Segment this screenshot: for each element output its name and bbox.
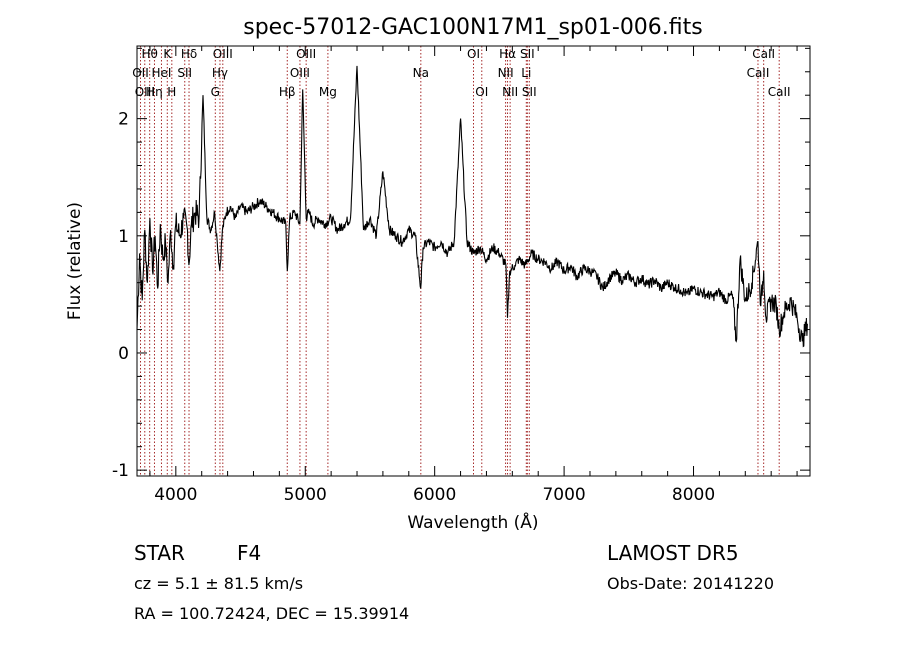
line-label: OIII	[290, 66, 310, 80]
line-label: NII	[502, 85, 518, 99]
x-tick-label: 5000	[284, 485, 327, 505]
x-tick-label: 8000	[672, 485, 715, 505]
plot-frame	[136, 45, 811, 477]
line-label: CaII	[747, 66, 770, 80]
line-label: Li	[521, 66, 531, 80]
line-label: NII	[498, 66, 514, 80]
y-tick-label: -1	[112, 461, 129, 481]
spectral-line-markers	[139, 46, 780, 476]
x-tick-label: 4000	[154, 485, 197, 505]
line-label: Mg	[319, 85, 337, 99]
survey-name: LAMOST DR5	[607, 541, 739, 565]
line-label: G	[211, 85, 220, 99]
line-label: SII	[520, 47, 535, 61]
line-label: CaII	[768, 85, 791, 99]
line-label: SII	[522, 85, 537, 99]
coordinates: RA = 100.72424, DEC = 15.39914	[134, 604, 410, 623]
line-label: Na	[413, 66, 429, 80]
line-label: OI	[475, 85, 488, 99]
line-label: K	[163, 47, 172, 61]
line-label: SII	[177, 66, 192, 80]
observation-date: Obs-Date: 20141220	[607, 574, 775, 593]
line-label: Hα	[499, 47, 516, 61]
spectrum-series-line	[136, 65, 808, 348]
y-axis-label: Flux (relative)	[65, 202, 85, 320]
y-axis-ticks: -1 0 1 2	[112, 47, 810, 481]
line-label: OII	[132, 66, 149, 80]
line-label: HeI	[151, 66, 171, 80]
y-tick-label: 0	[118, 344, 129, 364]
x-axis-label: Wavelength (Å)	[407, 511, 538, 533]
redshift-cz: cz = 5.1 ± 81.5 km/s	[134, 574, 304, 593]
y-tick-label: 2	[118, 110, 129, 130]
x-axis-ticks: 4000 5000 6000 7000 8000	[149, 46, 798, 505]
line-label: CaII	[752, 47, 775, 61]
line-label: Hδ	[181, 47, 197, 61]
line-label: Hβ	[279, 85, 296, 99]
x-tick-label: 7000	[542, 485, 585, 505]
line-label: OI	[467, 47, 480, 61]
line-label: Hθ	[141, 47, 157, 61]
line-label: H	[167, 85, 176, 99]
chart-title: spec-57012-GAC100N17M1_sp01-006.fits	[243, 15, 703, 40]
object-subclass: F4	[237, 541, 262, 565]
x-tick-label: 6000	[413, 485, 456, 505]
line-label: OIII	[296, 47, 316, 61]
line-label: Hη	[146, 85, 163, 99]
line-label: Hγ	[212, 66, 228, 80]
object-class: STAR	[134, 541, 185, 565]
line-label: OIII	[213, 47, 233, 61]
y-tick-label: 1	[118, 227, 129, 247]
